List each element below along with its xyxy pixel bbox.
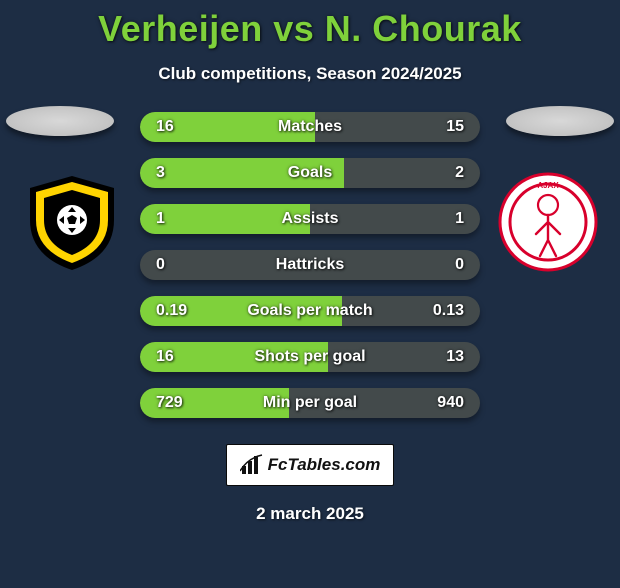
stat-value-left: 1 <box>156 210 165 228</box>
stat-value-right: 0 <box>455 256 464 274</box>
stat-value-right: 0.13 <box>433 302 464 320</box>
comparison-date: 2 march 2025 <box>0 504 620 524</box>
stat-row: 0 Hattricks 0 <box>140 250 480 280</box>
stat-label: Min per goal <box>263 394 357 412</box>
stat-row: 16 Matches 15 <box>140 112 480 142</box>
stat-value-right: 15 <box>446 118 464 136</box>
svg-text:AJAX: AJAX <box>537 181 559 190</box>
stat-value-left: 0 <box>156 256 165 274</box>
stat-value-right: 1 <box>455 210 464 228</box>
comparison-title: Verheijen vs N. Chourak <box>0 8 620 50</box>
stat-value-left: 0.19 <box>156 302 187 320</box>
brand-box: FcTables.com <box>226 444 394 486</box>
stat-label: Hattricks <box>276 256 344 274</box>
stat-row: 0.19 Goals per match 0.13 <box>140 296 480 326</box>
stat-label: Assists <box>282 210 339 228</box>
stat-row: 16 Shots per goal 13 <box>140 342 480 372</box>
stat-row: 3 Goals 2 <box>140 158 480 188</box>
content-area: AJAX 16 Matches 15 3 Goals 2 1 Assists 1 0 Hattric… <box>0 112 620 524</box>
player-oval-left <box>6 106 114 136</box>
stat-label: Shots per goal <box>254 348 365 366</box>
stat-value-left: 729 <box>156 394 183 412</box>
stat-value-right: 13 <box>446 348 464 366</box>
stat-value-left: 3 <box>156 164 165 182</box>
stat-value-right: 940 <box>437 394 464 412</box>
comparison-subtitle: Club competitions, Season 2024/2025 <box>0 64 620 84</box>
club-logo-right: AJAX <box>498 172 598 272</box>
stat-value-right: 2 <box>455 164 464 182</box>
club-logo-left <box>22 172 122 272</box>
stat-row: 729 Min per goal 940 <box>140 388 480 418</box>
brand-chart-icon <box>240 454 264 476</box>
stat-value-left: 16 <box>156 348 174 366</box>
brand-text: FcTables.com <box>268 455 381 475</box>
stat-row: 1 Assists 1 <box>140 204 480 234</box>
stat-label: Goals <box>288 164 332 182</box>
stat-label: Goals per match <box>247 302 372 320</box>
stat-rows: 16 Matches 15 3 Goals 2 1 Assists 1 0 Hattricks 0 0.… <box>140 112 480 418</box>
player-oval-right <box>506 106 614 136</box>
stat-value-left: 16 <box>156 118 174 136</box>
stat-label: Matches <box>278 118 342 136</box>
